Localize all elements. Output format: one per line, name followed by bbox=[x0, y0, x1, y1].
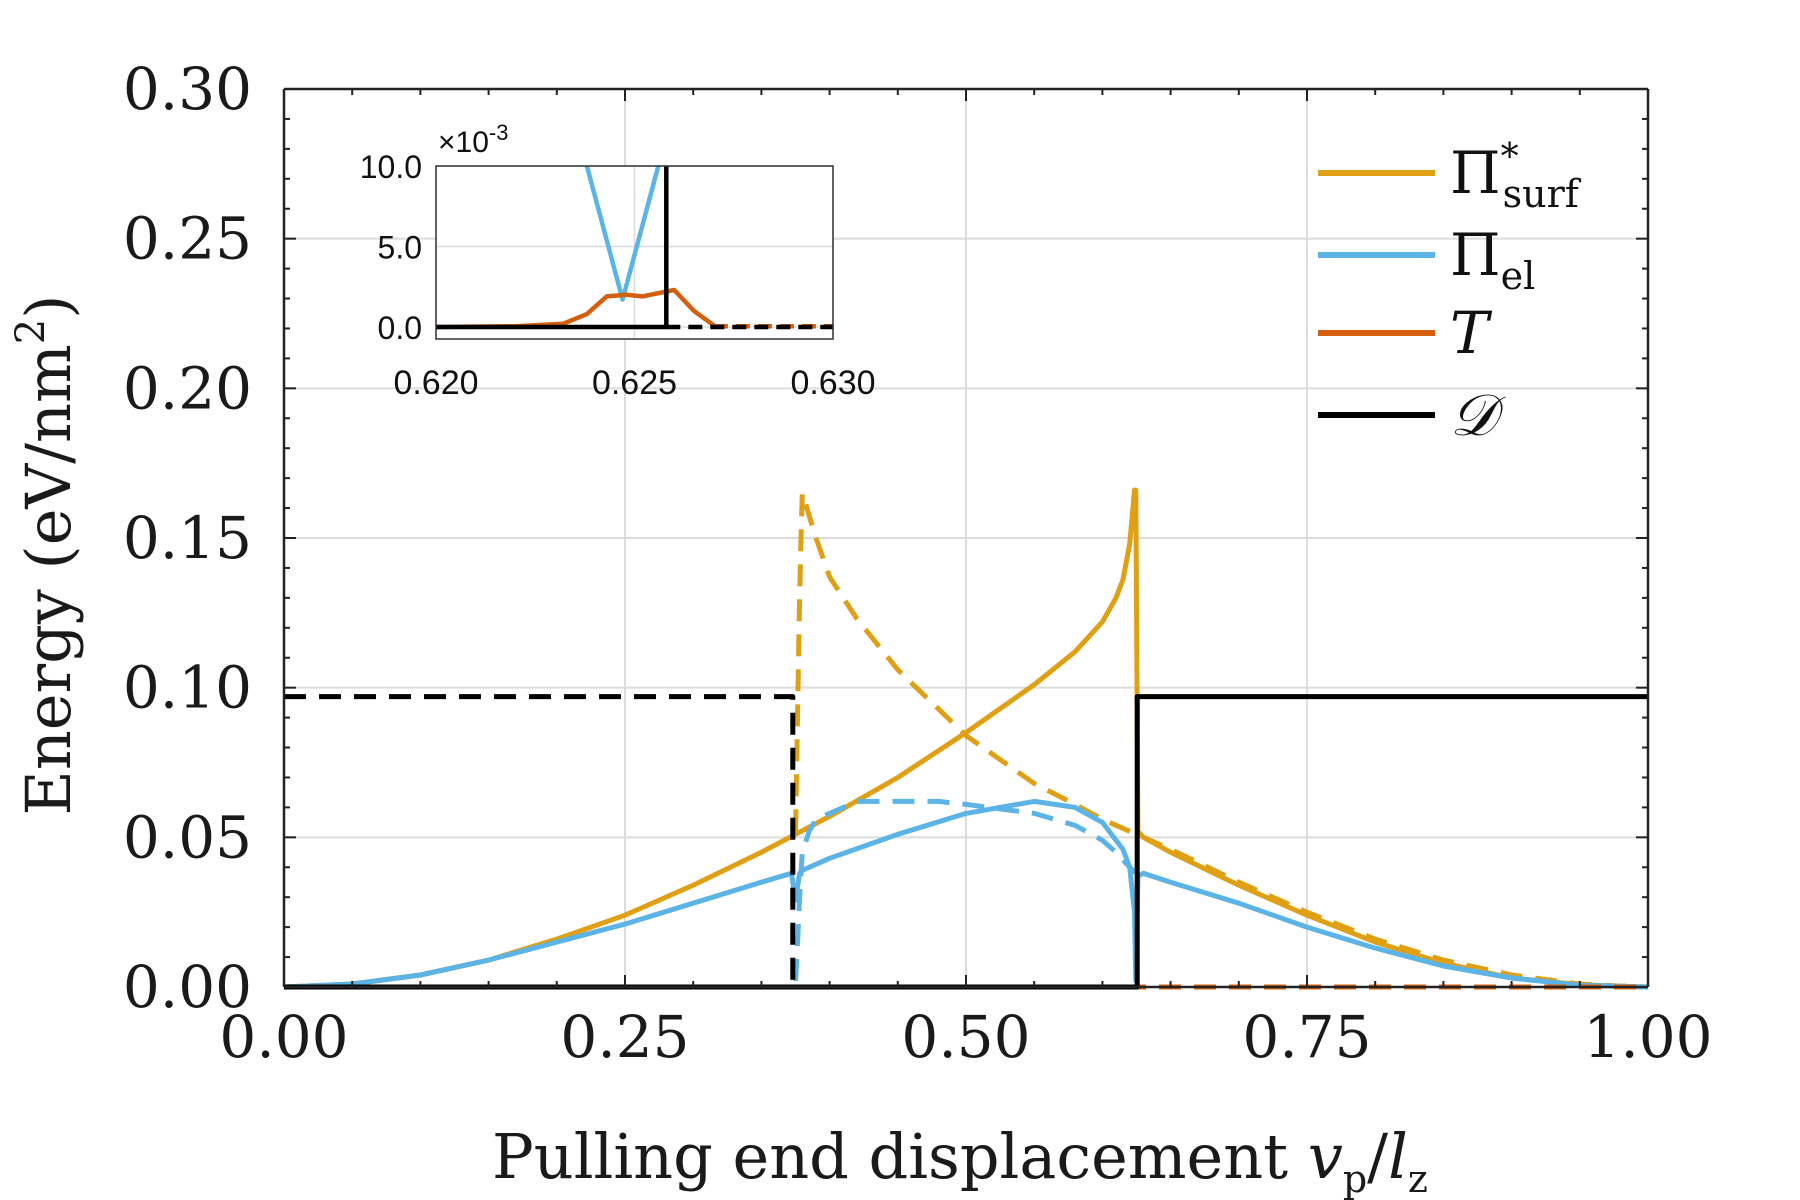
series-pi-surf-solid bbox=[283, 487, 1649, 990]
inset-frame bbox=[435, 165, 834, 340]
legend-subscript: surf bbox=[1503, 172, 1582, 216]
legend-symbol: T bbox=[1450, 299, 1493, 367]
y-axis-label-sup: 2 bbox=[8, 319, 54, 344]
x-tick-label: 0.75 bbox=[1242, 1003, 1371, 1071]
inset-x-tick-label: 0.625 bbox=[592, 364, 677, 402]
legend-label-T: T bbox=[1450, 299, 1493, 367]
x-axis-label-main: Pulling end displacement bbox=[492, 1120, 1288, 1193]
series-pi-el-solid bbox=[283, 798, 1649, 990]
x-axis-label-math2-sub: z bbox=[1408, 1157, 1428, 1200]
inset-x-tick-label: 0.620 bbox=[393, 364, 478, 402]
legend-label-D: 𝒟 bbox=[1450, 381, 1506, 449]
inset-y-tick-label: 10.0 bbox=[360, 149, 422, 185]
x-tick-label: 1.00 bbox=[1583, 1003, 1712, 1071]
legend-symbol: Π bbox=[1450, 139, 1501, 207]
y-tick-label: 0.30 bbox=[123, 55, 252, 123]
inset-series-t-solid bbox=[436, 287, 716, 330]
inset-series-pi-el bbox=[584, 166, 661, 302]
x-tick-label: 0.00 bbox=[219, 1003, 348, 1071]
series-pi-surf-dashed bbox=[793, 490, 1649, 990]
legend-label-el: Πel bbox=[1450, 221, 1535, 298]
y-tick-label: 0.05 bbox=[123, 803, 252, 871]
y-tick-label: 0.15 bbox=[123, 504, 252, 572]
legend-label-surf: Π* surf bbox=[1450, 137, 1582, 216]
y-axis-label-close: ) bbox=[12, 295, 85, 319]
inset-exponent-label: ×10-3 bbox=[438, 120, 508, 159]
x-axis-label-math2: l bbox=[1388, 1120, 1408, 1193]
y-axis-label-main: Energy (eV/nm bbox=[12, 344, 85, 815]
x-axis-label-math: v bbox=[1308, 1120, 1343, 1193]
y-axis-label: Energy (eV/nm2) bbox=[8, 295, 85, 816]
inset-chart: 0.620 0.625 0.630 0.0 5.0 10.0 ×10-3 bbox=[360, 120, 876, 402]
x-axis-label: Pulling end displacement vp/lz bbox=[492, 1120, 1428, 1200]
series-d-dashed bbox=[284, 694, 1138, 990]
x-axis-label-math-sub: p bbox=[1343, 1157, 1367, 1200]
legend-superscript: * bbox=[1501, 137, 1519, 178]
series-pi-el-dashed bbox=[793, 798, 1139, 982]
inset-series-layer bbox=[436, 166, 833, 330]
inset-y-tick-label: 0.0 bbox=[378, 310, 422, 346]
x-tick-label: 0.25 bbox=[560, 1003, 689, 1071]
y-tick-label: 0.20 bbox=[123, 354, 252, 422]
y-tick-label: 0.10 bbox=[123, 654, 252, 722]
y-tick-label: 0.00 bbox=[123, 953, 252, 1021]
inset-tick-label-layer: 0.620 0.625 0.630 0.0 5.0 10.0 bbox=[360, 149, 876, 402]
inset-y-tick-label: 5.0 bbox=[378, 230, 422, 266]
axes-layer bbox=[282, 87, 1650, 989]
x-tick-label: 0.50 bbox=[901, 1003, 1030, 1071]
inset-exponent-prefix: ×10 bbox=[438, 126, 489, 159]
inset-x-tick-label: 0.630 bbox=[790, 364, 875, 402]
y-tick-label: 0.25 bbox=[123, 205, 252, 273]
inset-exponent-power: -3 bbox=[489, 120, 509, 145]
tick-label-layer: 0.00 0.25 0.50 0.75 1.00 0.00 0.05 0.10 0.15 0.20… bbox=[123, 55, 1713, 1071]
legend-symbol: 𝒟 bbox=[1450, 381, 1506, 449]
x-axis-label-div: / bbox=[1367, 1120, 1388, 1193]
legend-symbol: Π bbox=[1450, 221, 1501, 289]
legend-subscript: el bbox=[1501, 254, 1536, 298]
